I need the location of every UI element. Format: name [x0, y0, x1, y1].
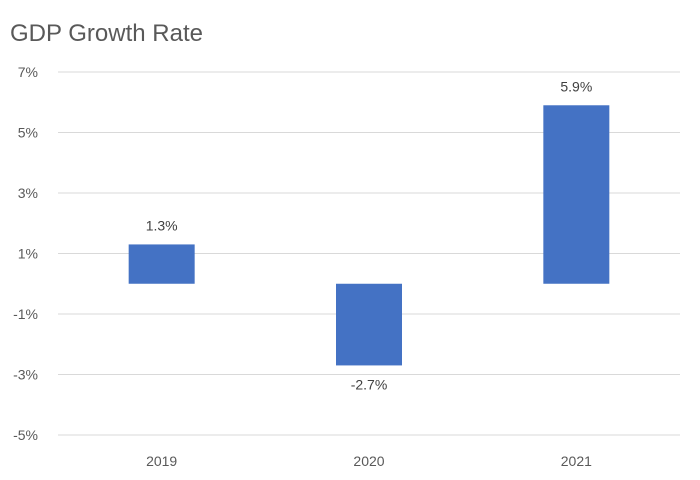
data-label-2019: 1.3%	[146, 217, 178, 233]
x-tick-label-2020: 2020	[353, 453, 384, 469]
x-tick-label-2019: 2019	[146, 453, 177, 469]
x-tick-label-2021: 2021	[561, 453, 592, 469]
y-tick-label: -3%	[13, 367, 38, 383]
bar-2020	[336, 283, 402, 366]
y-tick-label: 7%	[18, 64, 38, 80]
y-tick-label: 1%	[18, 246, 38, 262]
chart-title: GDP Growth Rate	[10, 20, 203, 47]
y-tick-label: 3%	[18, 185, 38, 201]
bar-2019	[128, 244, 195, 284]
y-tick-label: 5%	[18, 125, 38, 141]
data-label-2021: 5.9%	[560, 78, 592, 94]
y-tick-label: -1%	[13, 306, 38, 322]
bar-2021	[543, 105, 610, 284]
data-label-2020: -2.7%	[351, 376, 388, 392]
y-tick-label: -5%	[13, 427, 38, 443]
